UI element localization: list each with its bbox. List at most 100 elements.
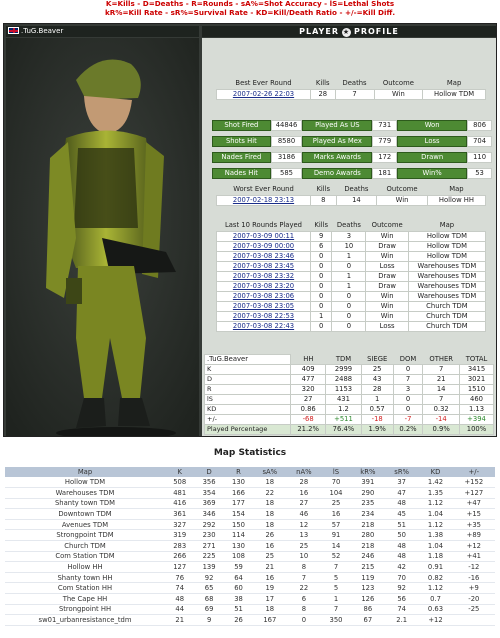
round-kills: 0 — [309, 290, 333, 302]
round-kills: 6 — [309, 240, 333, 252]
round-date-link[interactable]: 2007-03-09 00:11 — [216, 230, 311, 242]
map-cell: 246 — [350, 551, 385, 563]
map-name: Downtown TDM — [5, 508, 165, 520]
summary-row: D 477 2488 43 7 21 3021 — [204, 374, 494, 385]
map-cell: 5 — [321, 582, 351, 595]
nades-hit-label: Nades Hit — [212, 168, 271, 179]
map-cell: 1 — [321, 593, 351, 605]
map-cell: 16 — [321, 508, 351, 520]
round-outcome: Win — [365, 230, 409, 242]
map-cell: 369 — [194, 498, 224, 510]
map-cell: 119 — [350, 572, 385, 584]
map-cell: 1.04 — [418, 508, 453, 520]
map-cell: 292 — [194, 519, 224, 531]
best-round-outcome: Win — [373, 88, 424, 100]
summary-cell: 100% — [459, 424, 494, 435]
round-kills: 1 — [309, 310, 333, 322]
map-cell: 8 — [286, 604, 322, 616]
map-col-header: KD — [418, 467, 453, 477]
map-cell: 127 — [165, 561, 195, 573]
best-round-header: Best Ever Round — [216, 79, 311, 89]
map-cell: 18 — [253, 604, 287, 616]
map-cell: 7 — [286, 572, 322, 584]
map-cell: 70 — [321, 477, 351, 489]
summary-cell: 0.9% — [422, 424, 461, 435]
map-cell: 280 — [350, 529, 385, 542]
map-cell: 42 — [384, 561, 419, 573]
summary-cell: 7 — [422, 394, 461, 405]
round-map: Hollow TDM — [407, 250, 487, 262]
best-round-date-link[interactable]: 2007-02-26 22:03 — [216, 88, 311, 100]
round-map: Warehouses TDM — [407, 270, 487, 282]
round-date-link[interactable]: 2007-03-08 23:06 — [216, 290, 311, 302]
map-row: Church TDM 283 271 130 16 25 14 218 48 1.04 +12 — [5, 540, 495, 552]
summary-cell: 3 — [392, 384, 424, 395]
legend-line-2: kR%=Kill Rate - sR%=Survival Rate - KD=K… — [104, 7, 396, 17]
summary-cell: 1 — [360, 394, 394, 405]
round-date-link[interactable]: 2007-03-08 23:05 — [216, 300, 311, 312]
map-cell: +41 — [452, 551, 495, 563]
worst-round-outcome: Win — [376, 194, 428, 206]
map-row: Warehouses TDM 481 354 166 22 16 104 290 47 1.35 +… — [5, 487, 495, 499]
worst-round-map: Hollow HH — [426, 194, 487, 206]
worst-round-date-link[interactable]: 2007-02-18 23:13 — [216, 194, 311, 206]
header-player-label: PLAYER — [299, 27, 339, 36]
map-cell: 354 — [194, 487, 224, 499]
round-date-link[interactable]: 2007-03-08 23:20 — [216, 280, 311, 292]
loss-label: Loss — [397, 136, 468, 147]
round-outcome: Loss — [365, 260, 409, 272]
round-deaths: 0 — [331, 260, 367, 272]
round-date-link[interactable]: 2007-03-08 22:53 — [216, 310, 311, 322]
round-date-link[interactable]: 2007-03-09 00:00 — [216, 240, 311, 252]
map-cell: 0.82 — [418, 572, 453, 584]
worst-round-deaths: 14 — [335, 194, 378, 206]
round-date-link[interactable]: 2007-03-08 23:46 — [216, 250, 311, 262]
map-cell: +152 — [452, 477, 495, 489]
map-cell: 68 — [194, 593, 224, 605]
summary-cell: 1.13 — [459, 404, 494, 415]
map-cell: 16 — [286, 487, 322, 499]
shot-fired-label: Shot Fired — [212, 120, 271, 131]
round-deaths: 0 — [331, 310, 367, 322]
map-row: sw01_urbanresistance_tdm 21 9 26 167 0 350 67 2.… — [5, 614, 495, 626]
map-cell: 47 — [384, 487, 419, 499]
map-cell: -12 — [452, 561, 495, 573]
round-kills: 0 — [309, 300, 333, 312]
round-deaths: 1 — [331, 280, 367, 292]
summary-cell: 0.86 — [289, 404, 327, 415]
summary-cell: 2999 — [325, 364, 362, 375]
summary-cell: 0 — [392, 404, 424, 415]
summary-cell: 7 — [392, 374, 424, 385]
player-name-header: .TuG.Beaver — [6, 26, 199, 37]
map-row: Shanty town TDM 416 369 177 18 27 25 235 48 1.12 +… — [5, 498, 495, 510]
summary-row: KD 0.86 1.2 0.57 0 0.32 1.13 — [204, 404, 494, 415]
round-date-link[interactable]: 2007-03-08 23:32 — [216, 270, 311, 282]
map-cell: 235 — [350, 498, 385, 510]
map-cell: 48 — [165, 593, 195, 605]
map-cell: 25 — [286, 540, 322, 552]
summary-cell: 320 — [289, 384, 327, 395]
last-round-row: 2007-03-08 23:46 0 1 Win Hollow TDM — [216, 250, 487, 262]
player-profile-header: PLAYER ★ PROFILE — [202, 26, 496, 37]
round-date-link[interactable]: 2007-03-08 23:45 — [216, 260, 311, 272]
round-deaths: 3 — [331, 230, 367, 242]
drawn-value: 110 — [467, 152, 492, 163]
map-cell: 18 — [253, 508, 287, 520]
map-cell: +47 — [452, 498, 495, 510]
map-row: The Cape HH 48 68 38 17 6 1 126 56 0.7 -20 — [5, 593, 495, 605]
map-cell: 57 — [321, 519, 351, 531]
round-outcome: Draw — [365, 240, 409, 252]
map-cell: 14 — [321, 540, 351, 552]
map-cell: 52 — [321, 551, 351, 563]
player-name: .TuG.Beaver — [21, 27, 64, 35]
map-cell: 481 — [165, 487, 195, 499]
round-date-link[interactable]: 2007-03-08 22:43 — [216, 320, 311, 332]
map-cell: 2.1 — [384, 614, 419, 626]
summary-row: +/- -68 +511 -18 -7 -14 +394 — [204, 414, 494, 425]
map-name: Church TDM — [5, 540, 165, 552]
summary-cell: 43 — [360, 374, 394, 385]
map-cell: +9 — [452, 582, 495, 595]
map-cell: 1.35 — [418, 487, 453, 499]
map-cell: 45 — [384, 508, 419, 520]
